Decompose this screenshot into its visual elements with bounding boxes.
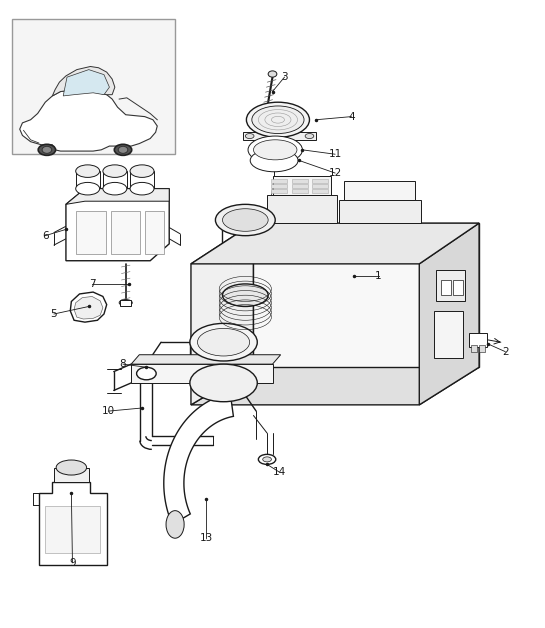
Ellipse shape [103, 165, 127, 177]
Bar [292, 179, 308, 183]
Polygon shape [20, 90, 158, 151]
Polygon shape [52, 67, 115, 96]
Bar [111, 210, 141, 254]
Text: 9: 9 [69, 558, 76, 568]
Ellipse shape [222, 284, 268, 306]
Text: 14: 14 [272, 467, 286, 477]
Polygon shape [272, 176, 331, 195]
Text: 3: 3 [281, 72, 288, 82]
Polygon shape [131, 364, 272, 383]
Ellipse shape [246, 102, 310, 138]
Bar [146, 210, 165, 254]
Bar [76, 210, 106, 254]
Ellipse shape [38, 144, 56, 155]
Ellipse shape [118, 146, 128, 153]
Ellipse shape [56, 460, 87, 475]
Ellipse shape [253, 140, 297, 160]
Polygon shape [434, 311, 463, 358]
Bar [469, 333, 487, 347]
Ellipse shape [220, 381, 241, 394]
Polygon shape [191, 367, 479, 405]
Bar [271, 189, 287, 193]
Text: 8: 8 [120, 359, 126, 369]
Text: 12: 12 [329, 168, 342, 178]
Polygon shape [419, 223, 479, 405]
Ellipse shape [103, 182, 127, 195]
Polygon shape [66, 188, 169, 204]
Bar [292, 189, 308, 193]
Ellipse shape [245, 134, 254, 139]
Polygon shape [267, 195, 337, 223]
Bar [271, 179, 287, 183]
Polygon shape [191, 223, 479, 264]
Polygon shape [339, 200, 421, 223]
Text: 10: 10 [102, 406, 115, 416]
Polygon shape [243, 133, 316, 140]
Ellipse shape [263, 457, 271, 462]
Text: 11: 11 [329, 149, 342, 160]
Bar [312, 184, 329, 188]
Ellipse shape [197, 328, 250, 356]
Ellipse shape [258, 455, 276, 464]
Bar [312, 179, 329, 183]
Polygon shape [70, 292, 107, 322]
Bar [120, 300, 131, 306]
Polygon shape [74, 296, 103, 319]
Bar [292, 184, 308, 188]
Ellipse shape [190, 364, 257, 402]
Text: 1: 1 [375, 271, 382, 281]
Ellipse shape [114, 144, 132, 155]
Ellipse shape [222, 208, 268, 231]
Polygon shape [131, 355, 281, 364]
Polygon shape [191, 223, 253, 405]
Bar [453, 279, 463, 295]
Bar [471, 345, 477, 352]
Bar [11, 19, 174, 154]
Text: 6: 6 [42, 230, 49, 241]
Bar [441, 279, 451, 295]
Ellipse shape [190, 323, 257, 361]
Polygon shape [66, 188, 169, 261]
Ellipse shape [248, 136, 302, 164]
Bar [479, 345, 485, 352]
Polygon shape [164, 394, 233, 524]
Ellipse shape [137, 367, 156, 380]
Ellipse shape [130, 182, 154, 195]
Text: 7: 7 [89, 279, 95, 289]
Ellipse shape [130, 165, 154, 177]
Ellipse shape [166, 511, 184, 538]
Ellipse shape [250, 149, 298, 172]
Text: 13: 13 [199, 533, 213, 543]
Polygon shape [39, 482, 107, 565]
Text: 4: 4 [348, 112, 355, 122]
Ellipse shape [268, 71, 277, 77]
Bar [312, 189, 329, 193]
Ellipse shape [215, 204, 275, 236]
Bar [271, 184, 287, 188]
Ellipse shape [252, 106, 304, 134]
Polygon shape [54, 467, 89, 482]
Polygon shape [435, 270, 465, 301]
Bar [45, 506, 100, 553]
Ellipse shape [305, 134, 314, 139]
Ellipse shape [42, 146, 52, 153]
Polygon shape [344, 181, 415, 200]
Ellipse shape [119, 300, 132, 306]
Text: 5: 5 [51, 309, 57, 319]
Text: 2: 2 [502, 347, 508, 357]
Polygon shape [63, 70, 110, 96]
Ellipse shape [76, 165, 100, 177]
Ellipse shape [76, 182, 100, 195]
Polygon shape [253, 223, 479, 367]
